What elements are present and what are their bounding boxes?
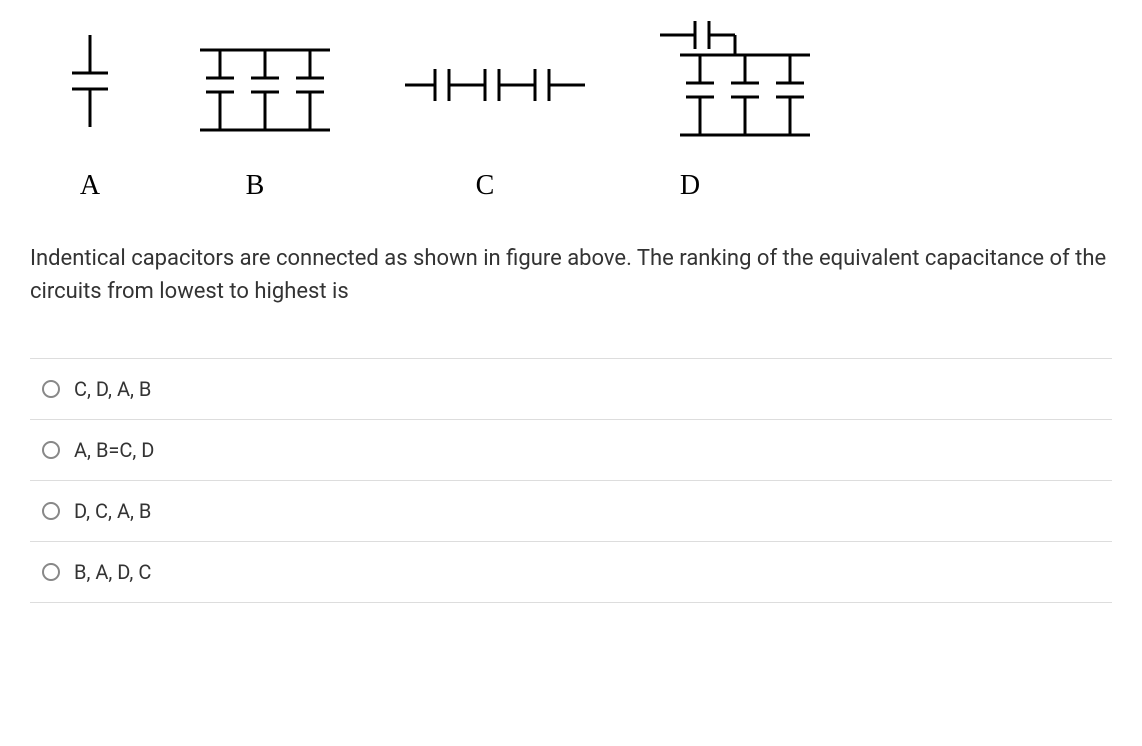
diagram-b [180, 20, 350, 150]
diagrams-row [30, 20, 1112, 150]
radio-icon [42, 563, 60, 581]
diagram-label-d: D [610, 170, 770, 202]
diagram-label-c: C [400, 170, 570, 202]
option-row-1[interactable]: A, B=C, D [30, 419, 1112, 480]
option-row-0[interactable]: C, D, A, B [30, 358, 1112, 419]
option-text: D, C, A, B [74, 499, 151, 523]
radio-icon [42, 380, 60, 398]
option-row-2[interactable]: D, C, A, B [30, 480, 1112, 541]
circuit-b-svg [180, 20, 350, 150]
radio-icon [42, 441, 60, 459]
labels-row: A B C D [30, 170, 1112, 202]
option-text: C, D, A, B [74, 377, 151, 401]
question-text: Indentical capacitors are connected as s… [30, 242, 1112, 308]
radio-icon [42, 502, 60, 520]
circuit-a-svg [50, 25, 130, 145]
diagram-c [400, 20, 600, 150]
diagram-label-a: A [50, 170, 130, 202]
diagram-a [50, 20, 130, 150]
circuit-c-svg [400, 45, 600, 125]
options-list: C, D, A, B A, B=C, D D, C, A, B B, A, D,… [30, 358, 1112, 603]
option-text: B, A, D, C [74, 560, 151, 584]
option-row-3[interactable]: B, A, D, C [30, 541, 1112, 603]
circuit-d-svg [650, 15, 830, 155]
diagram-label-b: B [180, 170, 330, 202]
diagram-d [650, 20, 830, 150]
option-text: A, B=C, D [74, 438, 154, 462]
